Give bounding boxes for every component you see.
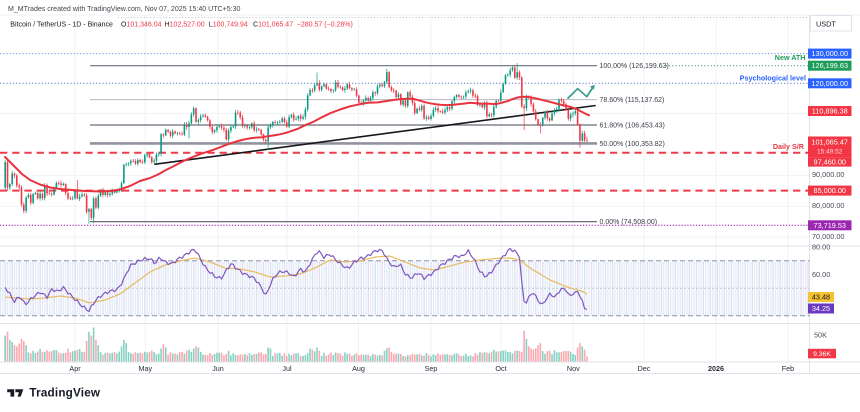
svg-text:15:49:52: 15:49:52 <box>817 148 843 155</box>
svg-text:130,000.00: 130,000.00 <box>811 49 848 58</box>
svg-text:L100,749.94: L100,749.94 <box>209 22 248 29</box>
svg-text:120,000.00: 120,000.00 <box>811 79 848 88</box>
svg-text:H102,527.00: H102,527.00 <box>165 22 205 29</box>
svg-text:78.60% (115,137.62): 78.60% (115,137.62) <box>600 97 665 104</box>
svg-text:Jul: Jul <box>282 364 292 373</box>
svg-text:2026: 2026 <box>708 364 724 373</box>
svg-text:Psychological level: Psychological level <box>740 73 806 82</box>
svg-text:C101,065.47: C101,065.47 <box>253 22 293 29</box>
svg-text:Nov: Nov <box>567 364 580 373</box>
svg-text:Jun: Jun <box>212 364 224 373</box>
svg-text:90,000.00: 90,000.00 <box>812 170 844 179</box>
svg-text:80.00: 80.00 <box>812 243 830 252</box>
svg-text:100.00% (126,199.63): 100.00% (126,199.63) <box>600 63 669 70</box>
svg-text:TradingView: TradingView <box>29 387 101 400</box>
svg-text:Dec: Dec <box>638 364 651 373</box>
svg-text:73,719.53: 73,719.53 <box>814 221 846 230</box>
svg-text:43.48: 43.48 <box>812 293 830 302</box>
svg-text:M_MTrades created with Trading: M_MTrades created with TradingView.com, … <box>8 6 241 13</box>
svg-text:60.00: 60.00 <box>812 270 830 279</box>
svg-text:85,000.00: 85,000.00 <box>814 186 846 195</box>
svg-text:−280.57 (−0.28%): −280.57 (−0.28%) <box>297 22 353 29</box>
svg-text:70,000.00: 70,000.00 <box>812 232 844 241</box>
svg-text:9.36K: 9.36K <box>813 351 831 358</box>
svg-text:Feb: Feb <box>782 364 794 373</box>
svg-text:New ATH: New ATH <box>775 53 806 62</box>
svg-text:Sep: Sep <box>425 364 438 373</box>
svg-text:May: May <box>139 364 153 373</box>
svg-text:Bitcoin / TetherUS - 1D - Bina: Bitcoin / TetherUS - 1D - Binance <box>10 22 113 29</box>
svg-text:Aug: Aug <box>352 364 365 373</box>
svg-text:50K: 50K <box>814 331 827 340</box>
svg-text:126,199.63: 126,199.63 <box>811 61 848 70</box>
svg-text:Oct: Oct <box>495 364 506 373</box>
svg-text:97,460.00: 97,460.00 <box>814 157 846 166</box>
svg-text:USDT: USDT <box>816 20 836 29</box>
svg-text:110,896.38: 110,896.38 <box>812 107 848 116</box>
svg-text:Daily S/R: Daily S/R <box>773 142 805 151</box>
svg-text:61.80% (106,453.43): 61.80% (106,453.43) <box>600 123 665 130</box>
svg-text:O101,346.04: O101,346.04 <box>121 22 162 29</box>
svg-text:101,065.47: 101,065.47 <box>811 137 848 146</box>
svg-text:34.25: 34.25 <box>812 304 830 313</box>
svg-text:Apr: Apr <box>69 364 81 373</box>
svg-text:0.00% (74,508.00): 0.00% (74,508.00) <box>600 219 658 226</box>
svg-text:80,000.00: 80,000.00 <box>812 201 844 210</box>
svg-text:50.00% (100,353.82): 50.00% (100,353.82) <box>600 141 665 148</box>
